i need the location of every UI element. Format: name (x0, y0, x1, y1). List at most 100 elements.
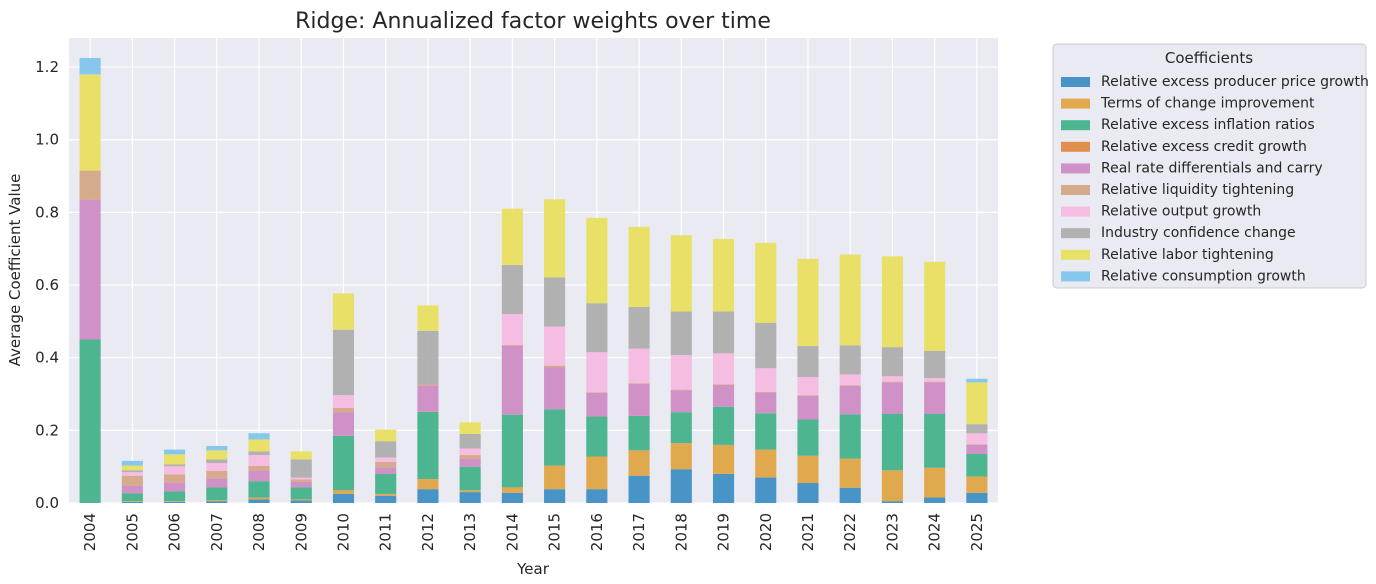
bar-segment-2010-s0 (332, 493, 355, 503)
bar-segment-2022-s0 (839, 487, 861, 503)
bar-segment-2010-s8 (332, 293, 355, 330)
bar-segment-2015-s8 (544, 199, 566, 278)
legend-label-s3: Relative excess credit growth (1101, 139, 1307, 155)
bar-segment-2015-s5 (544, 365, 566, 368)
bar-segment-2018-s2 (670, 412, 692, 444)
legend-label-s9: Relative consumption growth (1101, 268, 1306, 284)
x-tick-label-2024: 2024 (926, 513, 944, 551)
bar-segment-2016-s2 (586, 416, 608, 457)
bar-segment-2013-s5 (459, 455, 481, 459)
bar-segment-2007-s2 (206, 487, 228, 501)
bar-segment-2020-s2 (755, 413, 777, 450)
bar-segment-2010-s6 (332, 395, 355, 408)
bar-segment-2019-s6 (712, 353, 735, 385)
legend-label-s1: Terms of change improvement (1100, 96, 1315, 112)
legend-swatch-s2 (1061, 120, 1090, 131)
bar-segment-2015-s2 (544, 409, 566, 466)
legend-title: Coefficients (1165, 49, 1253, 67)
bar-segment-2022-s4 (839, 386, 861, 415)
bar-segment-2024-s6 (924, 378, 946, 382)
bar-segment-2019-s0 (712, 473, 735, 503)
bar-segment-2025-s0 (966, 492, 988, 503)
bar-segment-2016-s4 (586, 392, 608, 417)
bar-segment-2005-s6 (121, 472, 143, 476)
bar-segment-2022-s8 (839, 254, 861, 346)
bar-segment-2007-s6 (206, 463, 228, 472)
x-tick-label-2023: 2023 (883, 513, 901, 551)
x-axis-label: Year (516, 560, 550, 578)
bar-segment-2019-s7 (712, 311, 735, 354)
bar-segment-2012-s2 (417, 411, 439, 480)
bar-segment-2011-s8 (375, 429, 397, 442)
bar-segment-2010-s7 (332, 329, 355, 396)
bar-segment-2013-s1 (459, 490, 481, 493)
bar-segment-2023-s5 (881, 381, 903, 383)
bar-segment-2004-s2 (79, 339, 101, 503)
legend-frame (1052, 43, 1367, 289)
bar-segment-2014-s5 (501, 344, 523, 346)
bar-segment-2008-s7 (248, 451, 270, 456)
y-tick-label: 1.0 (35, 131, 59, 149)
y-axis-ticks: 0.0 0.2 0.4 0.6 0.8 1.0 1.2 (35, 58, 59, 512)
bar-segment-2012-s0 (417, 489, 439, 503)
bar-segment-2004-s9 (79, 57, 101, 75)
bar-segment-2015-s6 (544, 326, 566, 366)
legend-swatch-s0 (1061, 77, 1090, 87)
bar-segment-2008-s6 (248, 455, 270, 466)
legend-swatch-s8 (1061, 249, 1090, 260)
bar-segment-2013-s0 (459, 492, 481, 503)
bar-segment-2010-s5 (332, 407, 355, 413)
bar-segment-2011-s7 (375, 441, 397, 458)
bar-segment-2025-s6 (966, 433, 988, 445)
bar-segment-2007-s0 (206, 501, 228, 503)
bar-segment-2006-s6 (164, 466, 186, 475)
bar-segment-2015-s7 (544, 277, 566, 327)
bar-segment-2019-s1 (712, 444, 735, 474)
bar-segment-2004-s4 (79, 199, 101, 340)
x-tick-label-2017: 2017 (630, 513, 648, 551)
chart-title: Ridge: Annualized factor weights over ti… (295, 9, 771, 34)
bar-segment-2021-s4 (797, 395, 819, 420)
bar-segment-2021-s1 (797, 455, 819, 484)
legend-items: Relative excess producer price growth Ter… (1061, 74, 1369, 284)
bar-segment-2013-s6 (459, 448, 481, 456)
bar-segment-2020-s0 (755, 477, 777, 503)
bar-segment-2017-s8 (628, 226, 650, 307)
x-tick-label-2014: 2014 (503, 513, 521, 551)
x-tick-label-2021: 2021 (799, 513, 817, 551)
legend-label-s7: Industry confidence change (1101, 225, 1296, 241)
x-tick-label-2010: 2010 (334, 513, 352, 551)
bar-segment-2014-s4 (501, 345, 523, 415)
bar-segment-2008-s4 (248, 470, 270, 482)
bar-segment-2025-s2 (966, 453, 988, 477)
bar-segment-2007-s7 (206, 459, 228, 464)
bar-segment-2014-s8 (501, 208, 523, 266)
bar-segment-2017-s0 (628, 475, 650, 503)
x-tick-label-2012: 2012 (419, 513, 437, 551)
legend-swatch-s1 (1061, 98, 1090, 109)
bar-segment-2006-s2 (164, 491, 186, 502)
bar-segment-2016-s1 (586, 456, 608, 490)
bar-segment-2009-s7 (290, 459, 312, 478)
bar-segment-2011-s5 (375, 461, 397, 468)
bar-segment-2010-s4 (332, 412, 355, 436)
bar-segment-2024-s8 (924, 261, 946, 351)
bar-segment-2014-s7 (501, 265, 523, 315)
bar-segment-2013-s2 (459, 466, 481, 491)
bar-segment-2008-s8 (248, 439, 270, 452)
bar-segment-2016-s6 (586, 352, 608, 393)
bar-segment-2004-s5 (79, 170, 101, 200)
bar-segment-2005-s4 (121, 485, 143, 494)
bar-segment-2006-s4 (164, 482, 186, 492)
bar-segment-2024-s4 (924, 382, 946, 414)
bar-segment-2017-s5 (628, 383, 650, 384)
bar-segment-2005-s7 (121, 470, 143, 473)
legend-swatch-s4 (1061, 163, 1090, 174)
bar-segment-2025-s7 (966, 424, 988, 434)
bar-segment-2008-s2 (248, 481, 270, 498)
bar-segment-2007-s5 (206, 471, 228, 479)
bar-segment-2021-s2 (797, 419, 819, 456)
bar-segment-2011-s0 (375, 495, 397, 503)
bar-segment-2013-s7 (459, 433, 481, 449)
